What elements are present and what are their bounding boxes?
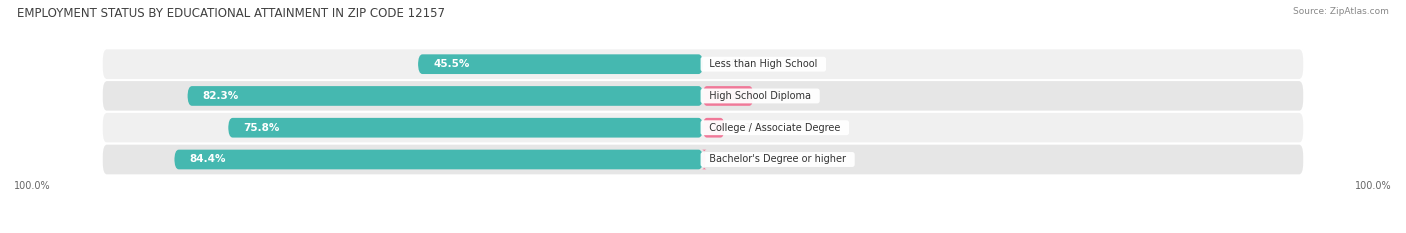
Text: 100.0%: 100.0%	[1355, 181, 1392, 191]
FancyBboxPatch shape	[101, 48, 1305, 80]
Text: College / Associate Degree: College / Associate Degree	[703, 123, 846, 133]
FancyBboxPatch shape	[101, 112, 1305, 144]
FancyBboxPatch shape	[228, 118, 703, 137]
FancyBboxPatch shape	[101, 80, 1305, 112]
Text: EMPLOYMENT STATUS BY EDUCATIONAL ATTAINMENT IN ZIP CODE 12157: EMPLOYMENT STATUS BY EDUCATIONAL ATTAINM…	[17, 7, 444, 20]
Text: 45.5%: 45.5%	[433, 59, 470, 69]
FancyBboxPatch shape	[187, 86, 703, 106]
Text: 3.4%: 3.4%	[744, 123, 769, 133]
FancyBboxPatch shape	[703, 86, 754, 106]
Text: Source: ZipAtlas.com: Source: ZipAtlas.com	[1294, 7, 1389, 16]
Text: High School Diploma: High School Diploma	[703, 91, 817, 101]
Text: Less than High School: Less than High School	[703, 59, 824, 69]
FancyBboxPatch shape	[174, 150, 703, 169]
Text: 0.4%: 0.4%	[724, 154, 751, 164]
FancyBboxPatch shape	[703, 118, 724, 137]
FancyBboxPatch shape	[702, 150, 707, 169]
Text: 75.8%: 75.8%	[243, 123, 280, 133]
FancyBboxPatch shape	[101, 144, 1305, 175]
Text: 8.0%: 8.0%	[772, 91, 799, 101]
Text: 0.0%: 0.0%	[721, 59, 748, 69]
Text: Bachelor's Degree or higher: Bachelor's Degree or higher	[703, 154, 852, 164]
FancyBboxPatch shape	[418, 54, 703, 74]
Text: 84.4%: 84.4%	[190, 154, 226, 164]
Text: 100.0%: 100.0%	[14, 181, 51, 191]
Text: 82.3%: 82.3%	[202, 91, 239, 101]
